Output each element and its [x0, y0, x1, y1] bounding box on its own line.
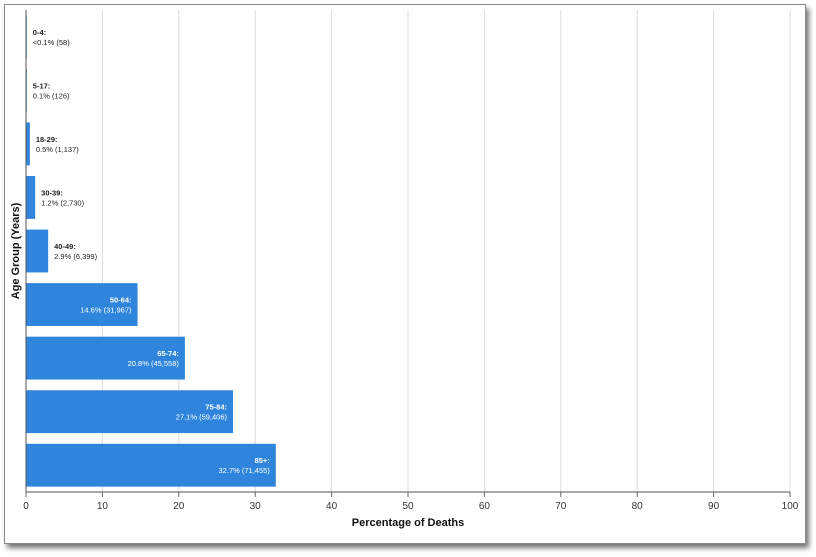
x-tick-label: 60 [479, 501, 491, 512]
gridlines [101, 10, 791, 492]
data-label-value: 20.8% (45,558) [128, 359, 180, 368]
data-label-category: 0-4: [33, 28, 46, 37]
x-tick-label: 10 [97, 501, 109, 512]
data-labels: 0-4:<0.1% (58) 5-17:0.1% (126) 18-29:0.5% … [33, 28, 271, 475]
data-label-category: 40-49: [54, 242, 76, 251]
data-label-value: 27.1% (59,406) [176, 413, 228, 422]
x-tick-label: 90 [708, 501, 720, 512]
axes: 0 10 20 30 40 50 60 70 80 90 100 [23, 10, 799, 512]
bar-40-49[interactable] [26, 229, 49, 273]
data-label-category: 50-64: [110, 296, 132, 305]
bar-50-64[interactable] [26, 283, 138, 326]
data-label-category: 5-17: [33, 81, 51, 90]
x-tick-label: 20 [173, 501, 185, 512]
bar-75-84[interactable] [26, 390, 234, 434]
data-label-category: 75-84: [205, 403, 227, 412]
x-tick-label: 0 [23, 501, 29, 512]
bar-chart: 0-4:<0.1% (58) 5-17:0.1% (126) 18-29:0.5% … [10, 10, 799, 529]
chart-frame: 0-4: <0.1% (58) 5-17: 0.1% (126) 18-29: 0.5% … [4, 4, 806, 544]
data-label-value: 0.1% (126) [33, 91, 70, 100]
x-axis-title: Percentage of Deaths [352, 517, 464, 529]
y-axis-title: Age Group (Years) [10, 202, 22, 299]
data-label-category: 65-74: [157, 349, 179, 358]
data-label-value: 14.6% (31,967) [80, 306, 132, 315]
x-tick-label: 100 [782, 501, 799, 512]
bar-18-29[interactable] [26, 122, 30, 166]
data-label-value: <0.1% (58) [33, 38, 70, 47]
data-label-value: 2.9% (6,399) [54, 252, 97, 261]
bar-85+[interactable] [26, 443, 276, 487]
bar-65-74[interactable] [26, 336, 185, 380]
bar-30-39[interactable] [26, 176, 36, 219]
x-tick-label: 50 [402, 501, 414, 512]
data-label-value: 0.5% (1,137) [36, 145, 79, 154]
data-label-category: 30-39: [41, 188, 63, 197]
x-tick-label: 70 [555, 501, 567, 512]
x-tick-label: 80 [632, 501, 644, 512]
data-label-category: 85+: [255, 456, 270, 465]
data-label-value: 1.2% (2,730) [41, 198, 84, 207]
data-label-category: 18-29: [36, 135, 58, 144]
data-label-value: 32.7% (71,455) [219, 466, 271, 475]
bars [26, 15, 276, 487]
x-tick-label: 30 [250, 501, 262, 512]
x-tick-label: 40 [326, 501, 338, 512]
